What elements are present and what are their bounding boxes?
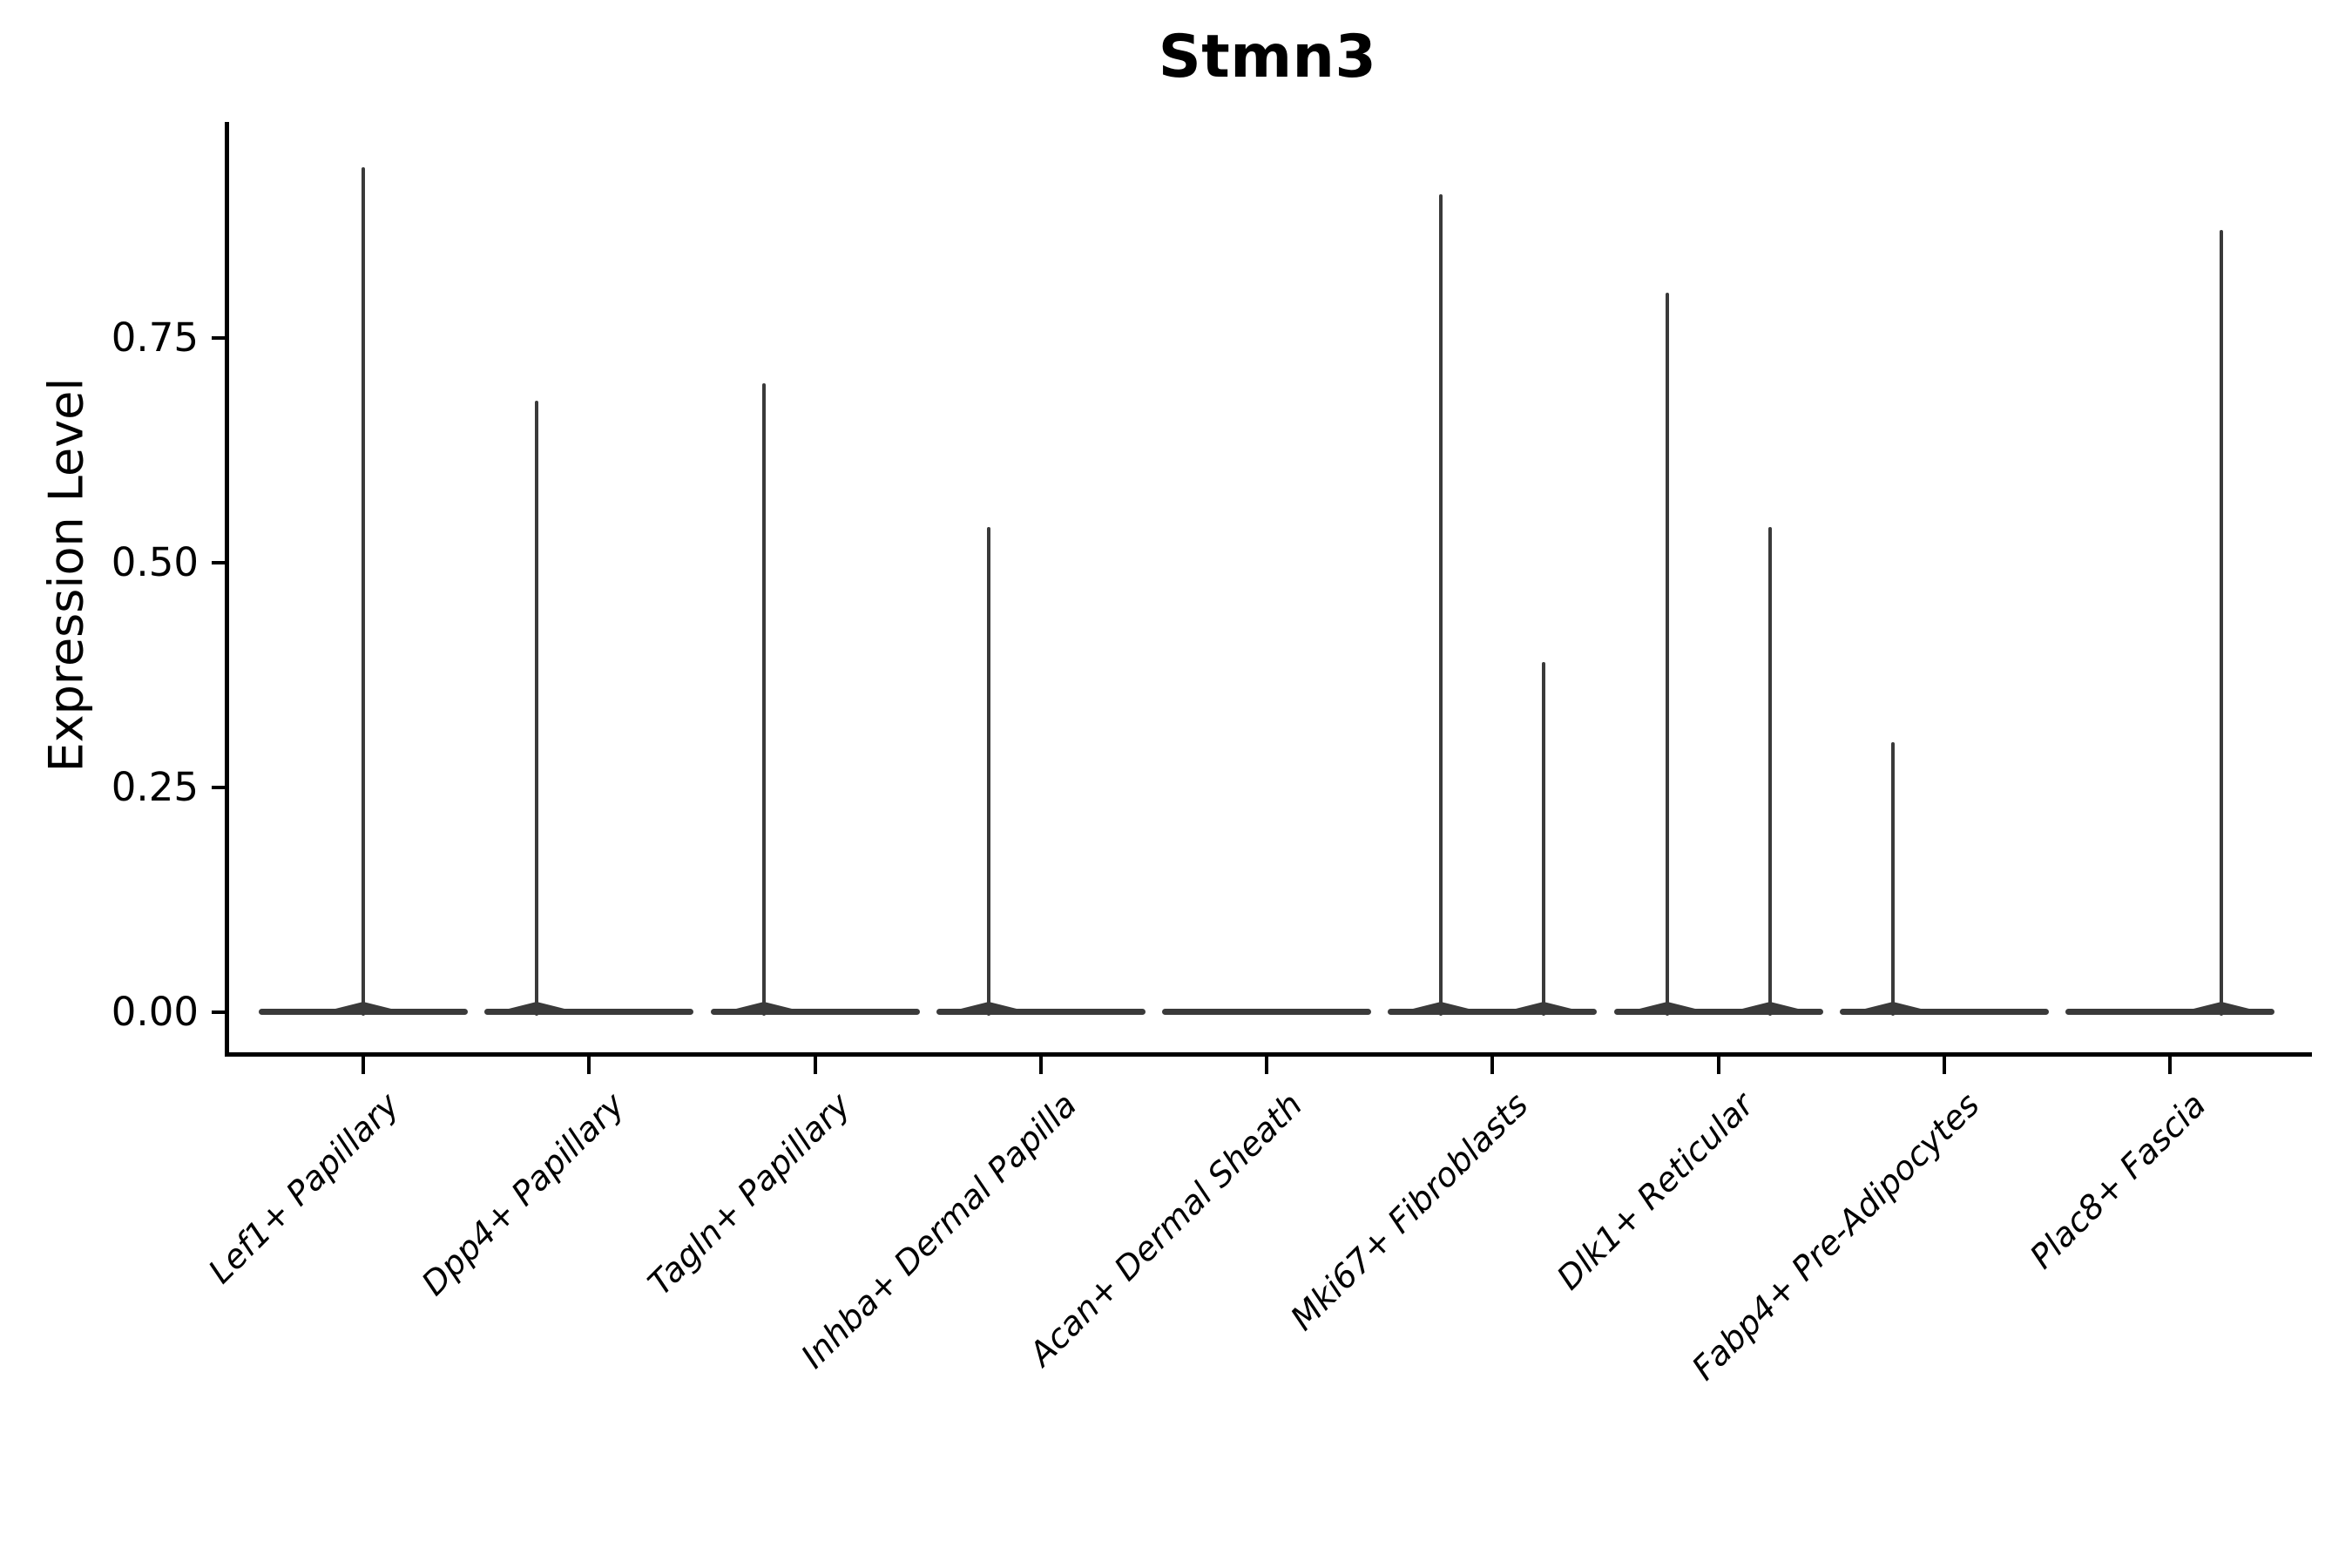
x-tick — [1038, 1057, 1043, 1074]
violin-base — [1839, 1009, 2049, 1015]
x-tick — [587, 1057, 591, 1074]
violin-spike — [761, 382, 766, 1016]
y-tick — [212, 786, 226, 789]
violin-base — [710, 1009, 920, 1015]
x-tick-label: Tagln+ Papillary — [640, 1085, 858, 1303]
y-tick — [212, 336, 226, 340]
chart-title: Stmn3 — [1158, 23, 1377, 91]
violin-spike — [1665, 293, 1669, 1016]
violin-base — [484, 1009, 694, 1015]
violin-spike — [535, 401, 539, 1016]
y-tick — [212, 1010, 226, 1014]
violin-base — [2065, 1009, 2274, 1015]
x-tick-label: Plac8+ Fascia — [2022, 1085, 2213, 1276]
violin-spike — [362, 166, 365, 1016]
y-tick-label: 0.00 — [111, 989, 199, 1035]
x-tick — [813, 1057, 817, 1074]
x-axis-line — [225, 1052, 2312, 1057]
x-tick — [1265, 1057, 1268, 1074]
x-tick — [362, 1057, 365, 1074]
violin-spike — [1439, 193, 1443, 1016]
y-tick-label: 0.25 — [111, 764, 199, 810]
violin-spike — [2220, 230, 2223, 1016]
violin-base — [1162, 1009, 1371, 1015]
violin-base — [1613, 1009, 1823, 1015]
y-tick-label: 0.50 — [111, 539, 199, 585]
y-tick — [212, 561, 226, 564]
violin-spike — [1767, 526, 1772, 1016]
x-tick — [1490, 1057, 1495, 1074]
violin-base — [936, 1009, 1146, 1015]
violin-spike — [1890, 742, 1895, 1016]
x-tick-label: Dpp4+ Papillary — [414, 1085, 632, 1303]
x-tick — [1716, 1057, 1720, 1074]
violin-spike — [1542, 661, 1546, 1016]
x-tick-label: Lef1+ Papillary — [200, 1085, 407, 1291]
x-tick-label: Dlk1+ Reticular — [1549, 1085, 1761, 1297]
x-tick-label: Mki67+ Fibroblasts — [1282, 1085, 1536, 1338]
x-tick — [2168, 1057, 2172, 1074]
y-tick-label: 0.75 — [111, 314, 199, 361]
x-tick — [1942, 1057, 1946, 1074]
violin-base — [1388, 1009, 1598, 1015]
y-axis-line — [225, 122, 229, 1057]
violin-spike — [986, 526, 990, 1016]
